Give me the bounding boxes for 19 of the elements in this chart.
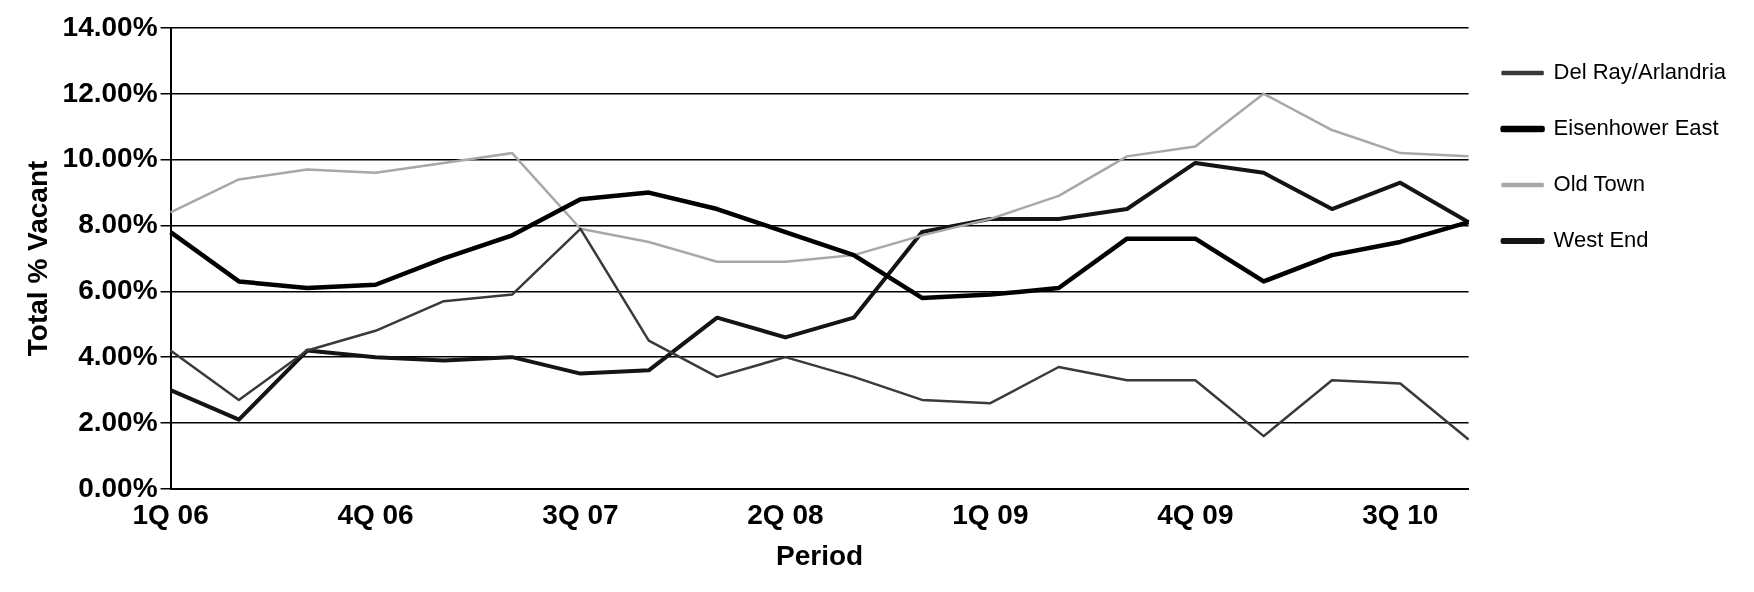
- y-tick-label: 8.00%: [78, 208, 158, 240]
- y-tick-label: 2.00%: [78, 405, 158, 437]
- y-tick-label: 14.00%: [62, 10, 158, 42]
- x-tick-label: 3Q 07: [542, 499, 619, 531]
- legend-label: Eisenhower East: [1553, 115, 1719, 141]
- x-tick-label: 1Q 09: [952, 499, 1029, 531]
- x-tick-label: 2Q 08: [747, 499, 824, 531]
- x-tick-label: 4Q 09: [1157, 499, 1234, 531]
- legend-label: Del Ray/Arlandria: [1553, 59, 1727, 85]
- y-tick-label: 10.00%: [62, 142, 158, 174]
- legend-label: West End: [1553, 227, 1649, 253]
- y-tick-label: 4.00%: [78, 339, 158, 371]
- x-tick-label: 3Q 10: [1362, 499, 1439, 531]
- x-axis-title: Period: [776, 539, 864, 571]
- y-tick-label: 12.00%: [62, 76, 158, 108]
- y-axis-title: Total % Vacant: [21, 160, 53, 357]
- x-tick-label: 4Q 06: [337, 499, 414, 531]
- legend-label: Old Town: [1553, 171, 1645, 197]
- y-tick-label: 6.00%: [78, 274, 158, 306]
